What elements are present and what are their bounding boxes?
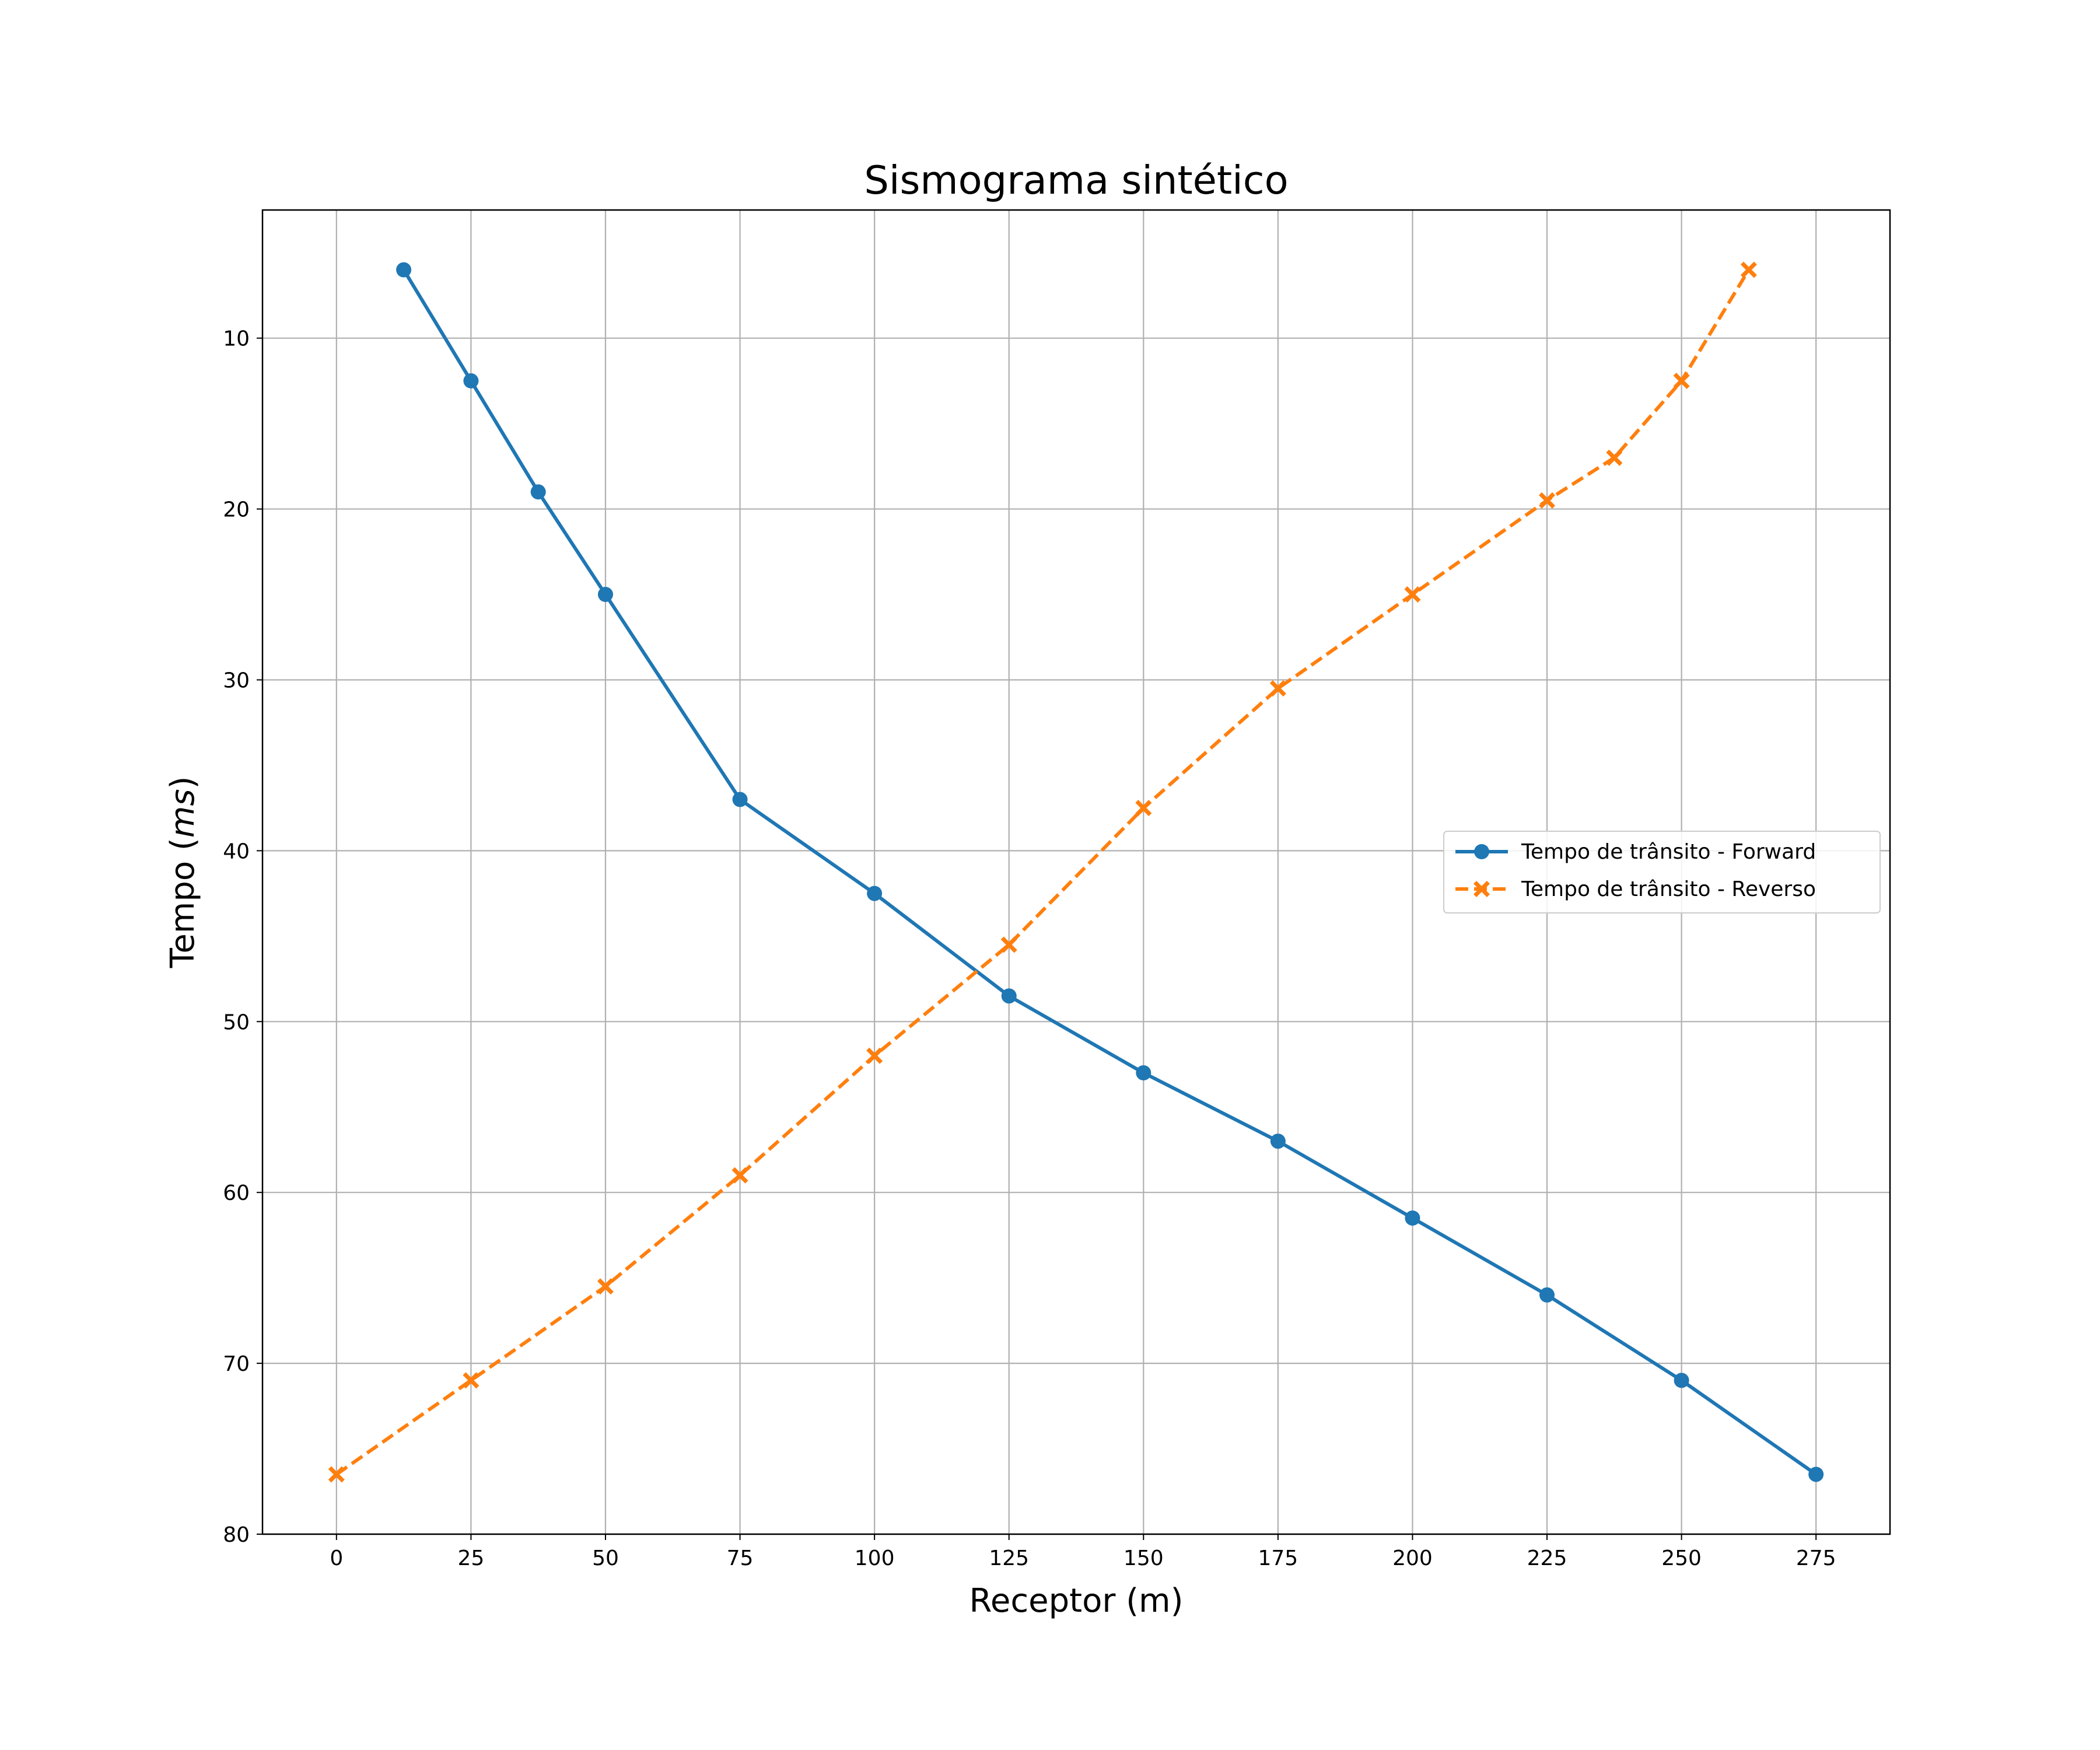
data-point [732, 792, 748, 807]
data-point [1000, 936, 1017, 953]
plot-area-series [328, 261, 1824, 1483]
data-point [1269, 680, 1286, 697]
data-point [1674, 1373, 1689, 1388]
data-point [597, 1278, 614, 1295]
x-tick-label: 175 [1258, 1546, 1298, 1570]
legend-swatch-marker [1474, 881, 1490, 897]
x-tick-label: 0 [330, 1546, 343, 1570]
x-tick-label: 150 [1124, 1546, 1164, 1570]
x-tick-label: 275 [1796, 1546, 1836, 1570]
data-point [1673, 372, 1690, 389]
data-point [1740, 261, 1757, 278]
y-axis-title-unit: ms [164, 789, 202, 838]
series-forward [396, 262, 1824, 1482]
data-point [1001, 988, 1017, 1004]
data-point [1135, 800, 1152, 817]
x-tick-label: 200 [1392, 1546, 1433, 1570]
data-point [1539, 1287, 1555, 1303]
x-tick-label: 25 [457, 1546, 484, 1570]
y-axis-title-suffix: ) [164, 776, 202, 789]
data-point [866, 1047, 883, 1064]
y-tick-label: 10 [223, 327, 250, 351]
y-tick-label: 80 [223, 1523, 250, 1547]
legend-swatch-reverso [1455, 881, 1508, 897]
data-point [597, 587, 613, 603]
data-point [396, 262, 412, 278]
data-point [1270, 1133, 1286, 1149]
y-tick-label: 60 [223, 1181, 250, 1205]
x-tick-label: 250 [1661, 1546, 1702, 1570]
axis-ticks: 0 25 50 75 100 125 150 175 200 225 250 275 10 20 30 40 5… [223, 327, 1836, 1570]
data-point [1808, 1466, 1824, 1482]
legend-swatch-forward [1455, 844, 1508, 859]
legend-label-forward: Tempo de trânsito - Forward [1521, 840, 1816, 864]
y-axis-title: Tempo (ms) [164, 776, 202, 969]
x-tick-label: 100 [855, 1546, 895, 1570]
legend-swatch-marker [1474, 844, 1489, 859]
y-axis-title-prefix: Tempo ( [164, 838, 202, 968]
data-point [732, 1167, 748, 1184]
data-point [328, 1466, 345, 1483]
y-tick-label: 30 [223, 668, 250, 692]
x-tick-label: 225 [1527, 1546, 1567, 1570]
x-tick-label: 75 [727, 1546, 754, 1570]
data-point [1539, 492, 1556, 509]
x-tick-label: 125 [989, 1546, 1029, 1570]
data-point [530, 484, 546, 500]
x-axis-title: Receptor (m) [970, 1582, 1184, 1620]
legend-label-reverso: Tempo de trânsito - Reverso [1521, 877, 1816, 901]
data-point [1405, 1210, 1420, 1226]
plot-frame [261, 209, 1891, 1535]
y-tick-label: 70 [223, 1352, 250, 1376]
data-point [1606, 449, 1623, 466]
data-point [463, 1372, 480, 1389]
legend-box [1443, 831, 1881, 914]
y-tick-label: 50 [223, 1010, 250, 1034]
series-reverso [328, 261, 1757, 1483]
x-tick-label: 50 [592, 1546, 619, 1570]
y-tick-label: 40 [223, 839, 250, 863]
legend: Tempo de trânsito - Forward Tempo de trâ… [1443, 831, 1881, 914]
data-point [1136, 1065, 1152, 1081]
data-point [1404, 586, 1421, 603]
data-point [867, 886, 883, 901]
data-point [463, 373, 479, 388]
chart-title: Sismograma sintético [864, 158, 1288, 203]
y-tick-label: 20 [223, 498, 250, 522]
